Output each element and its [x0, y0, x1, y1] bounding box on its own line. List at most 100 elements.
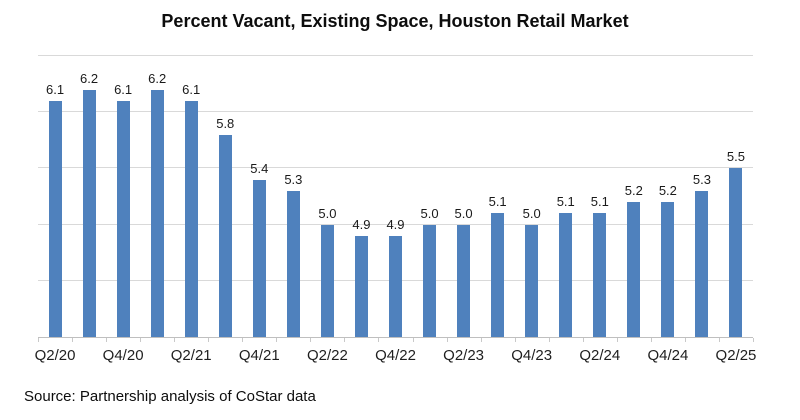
bar-cell: 5.3	[276, 56, 310, 337]
x-axis-tick	[514, 338, 516, 342]
bars-row: 6.1 6.2 6.1 6.2 6.1 5.8 5.4 5.3 5.0 4.9 4.9 5.0 5.0 5…	[38, 56, 753, 337]
bar	[116, 100, 130, 337]
bar-value-label: 5.0	[318, 205, 337, 221]
bar	[320, 224, 334, 337]
bar-value-label: 5.3	[692, 171, 711, 187]
x-axis-tick	[310, 338, 312, 342]
bar-value-label: 5.4	[250, 160, 269, 176]
bar-value-label: 5.0	[420, 205, 439, 221]
x-axis-tick-label: Q2/24	[579, 347, 621, 364]
bar-cell: 5.2	[651, 56, 685, 337]
x-axis-tick-label: Q4/23	[511, 347, 553, 364]
x-axis-tick-label: Q4/21	[238, 347, 280, 364]
bar	[695, 190, 709, 337]
bar-cell: 6.2	[140, 56, 174, 337]
x-axis-tick	[548, 338, 550, 342]
x-axis-tick	[276, 338, 278, 342]
bar-value-label: 6.2	[80, 70, 99, 86]
x-axis-tick-label: Q4/24	[647, 347, 689, 364]
x-axis-tick	[174, 338, 176, 342]
x-axis-ticks	[38, 337, 754, 342]
bar-cell: 5.0	[310, 56, 344, 337]
bar-value-label: 6.2	[148, 70, 167, 86]
bar-value-label: 5.1	[488, 194, 507, 210]
x-axis-tick	[140, 338, 142, 342]
bar	[150, 89, 164, 337]
x-axis-tick	[650, 338, 652, 342]
bar-value-label: 5.3	[284, 171, 303, 187]
x-axis-tick	[684, 338, 686, 342]
x-axis-tick	[582, 338, 584, 342]
gridline	[38, 111, 753, 113]
bar-value-label: 5.2	[624, 183, 643, 199]
bar-value-label: 5.2	[658, 183, 677, 199]
bar-cell: 5.1	[549, 56, 583, 337]
x-axis-tick-label: Q2/21	[170, 347, 212, 364]
x-axis-tick-label: Q4/20	[102, 347, 144, 364]
bar-value-label: 4.9	[386, 216, 405, 232]
bar-cell: 6.1	[174, 56, 208, 337]
bar-cell: 5.5	[719, 56, 753, 337]
bar	[423, 224, 437, 337]
bar	[661, 202, 675, 337]
x-axis-tick-label: Q2/22	[306, 347, 348, 364]
bar	[184, 100, 198, 337]
x-axis-tick	[242, 338, 244, 342]
bar	[354, 235, 368, 337]
bar-value-label: 5.8	[216, 115, 235, 131]
x-axis-tick	[753, 338, 754, 342]
bar-cell: 5.1	[481, 56, 515, 337]
bar-value-label: 5.1	[590, 194, 609, 210]
bar-cell: 6.2	[72, 56, 106, 337]
x-axis-tick	[344, 338, 346, 342]
bar-value-label: 5.0	[454, 205, 473, 221]
bar-value-label: 6.1	[45, 81, 65, 97]
bar-cell: 5.0	[515, 56, 549, 337]
x-axis-tick	[480, 338, 482, 342]
bar-cell: 4.9	[344, 56, 378, 337]
x-axis-tick	[38, 338, 39, 342]
x-axis-tick	[446, 338, 448, 342]
bar-cell: 5.0	[413, 56, 447, 337]
x-axis-tick	[106, 338, 108, 342]
bar	[559, 213, 573, 337]
bar	[627, 202, 641, 337]
bar-cell: 5.3	[685, 56, 719, 337]
bar	[82, 89, 96, 337]
x-axis-tick-label: Q2/23	[443, 347, 485, 364]
x-axis-tick-label: Q4/22	[375, 347, 416, 364]
bar-cell: 5.1	[583, 56, 617, 337]
bar-cell: 5.0	[447, 56, 481, 337]
bar-value-label: 4.9	[352, 216, 371, 232]
x-axis-tick	[412, 338, 414, 342]
bar	[593, 213, 607, 337]
x-axis-tick-label: Q2/25	[715, 347, 757, 364]
bar	[525, 224, 539, 337]
x-axis-tick-label: Q2/20	[34, 347, 76, 364]
bar	[457, 224, 471, 337]
bar	[252, 179, 266, 337]
bar-cell: 5.4	[242, 56, 276, 337]
gridline	[38, 167, 753, 169]
x-axis-tick	[616, 338, 618, 342]
bar	[729, 168, 743, 337]
bar	[48, 100, 62, 337]
x-axis-tick	[72, 338, 74, 342]
bar	[218, 134, 232, 337]
x-axis-tick	[718, 338, 720, 342]
bar-cell: 6.1	[106, 56, 140, 337]
bar-value-label: 5.5	[726, 149, 745, 165]
bar-cell: 4.9	[378, 56, 412, 337]
source-note: Source: Partnership analysis of CoStar d…	[24, 388, 316, 405]
plot-area: 6.1 6.2 6.1 6.2 6.1 5.8 5.4 5.3 5.0 4.9 4.9 5.0 5.0 5…	[35, 55, 756, 364]
bar	[286, 190, 300, 337]
bar-value-label: 5.1	[556, 194, 575, 210]
bar-value-label: 5.0	[522, 205, 541, 221]
bar-value-label: 6.1	[114, 81, 133, 97]
x-axis-labels: Q2/20 Q4/20 Q2/21 Q4/21 Q2/22 Q4/22 Q2/23 Q4/23…	[34, 347, 757, 365]
gridline	[38, 223, 753, 225]
bar-cell: 5.2	[617, 56, 651, 337]
x-axis-tick	[208, 338, 210, 342]
bar-value-label: 6.1	[182, 81, 201, 97]
